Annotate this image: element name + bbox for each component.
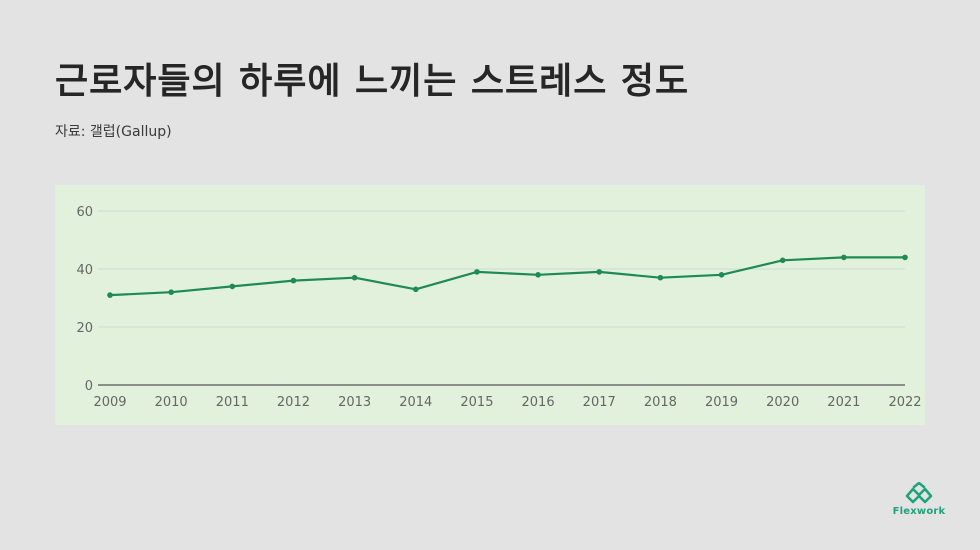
data-point [596,269,603,275]
data-point [718,272,725,278]
x-tick-label: 2017 [583,395,616,410]
flexwork-logo: Flexwork [888,481,950,518]
y-tick-label: 40 [76,263,93,278]
series-line [109,256,905,297]
data-point [412,286,419,293]
y-tick-label: 60 [76,205,93,220]
x-tick-label: 2010 [155,395,188,410]
y-tick-label: 0 [85,379,93,394]
logo-text: Flexwork [892,506,946,517]
x-tick-label: 2012 [277,395,310,410]
chart-panel: 0 20 40 60 2009 2010 2011 2012 2013 2014 2015 2016 2… [55,185,925,425]
x-tick-label: 2021 [827,395,860,410]
line-chart: 0 20 40 60 2009 2010 2011 2012 2013 2014 2015 2016 2… [76,205,921,410]
page-title: 근로자들의 하루에 느끼는 스트레스 정도 [55,61,690,102]
x-tick-label: 2009 [93,395,126,410]
x-tick-label: 2014 [399,395,432,410]
data-point [657,274,664,281]
data-point [107,292,113,298]
source-note: 자료: 갤럽(Gallup) [55,124,172,140]
data-point [902,254,908,261]
data-point [841,254,847,261]
y-tick-label: 20 [76,321,93,336]
x-tick-label: 2020 [766,395,799,410]
data-point [290,277,297,284]
data-point [229,283,236,290]
x-tick-label: 2022 [888,395,921,410]
x-tick-label: 2018 [644,395,677,410]
x-tick-label: 2011 [216,395,249,410]
data-point [351,274,358,281]
flexwork-logo-icon [905,481,933,504]
x-tick-label: 2015 [460,395,493,410]
data-point [779,257,786,264]
data-point [535,272,541,278]
x-tick-label: 2016 [522,395,555,410]
x-tick-label: 2019 [705,395,738,410]
data-point [474,269,480,275]
x-tick-label: 2013 [338,395,371,410]
data-point [168,289,174,295]
